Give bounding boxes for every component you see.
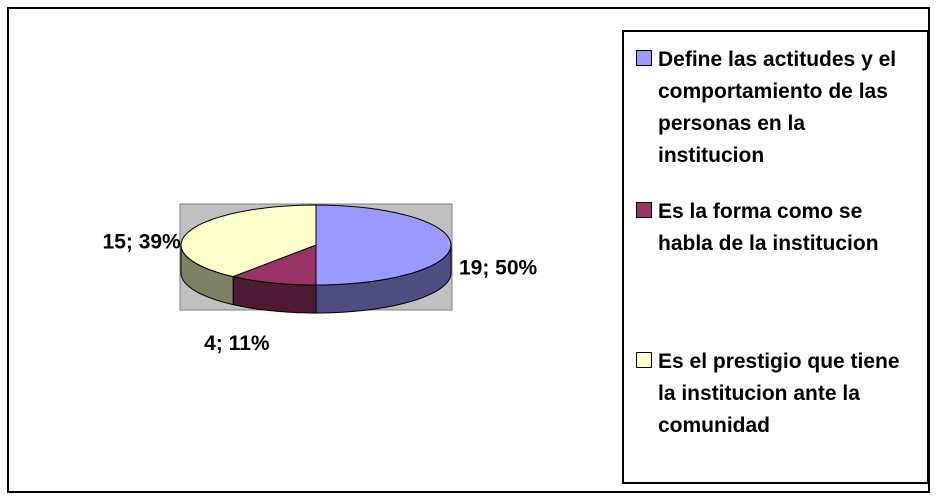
legend-label: Define las actitudes y el comportamiento… — [658, 48, 897, 167]
pie-slice — [180, 204, 317, 278]
legend-label: Es la forma como se habla de la instituc… — [658, 200, 879, 255]
data-label: 19; 50% — [459, 257, 538, 280]
legend-swatch — [636, 202, 652, 218]
pie-slice — [315, 204, 452, 286]
data-label: 4; 11% — [204, 332, 270, 355]
legend-label: Es el prestigio que tiene la institucion… — [658, 350, 900, 437]
data-label: 15; 39% — [103, 231, 182, 254]
legend-swatch — [636, 352, 652, 368]
legend-swatch — [636, 50, 652, 66]
pie-slice — [231, 244, 317, 286]
legend: Define las actitudes y el comportamiento… — [622, 30, 929, 484]
